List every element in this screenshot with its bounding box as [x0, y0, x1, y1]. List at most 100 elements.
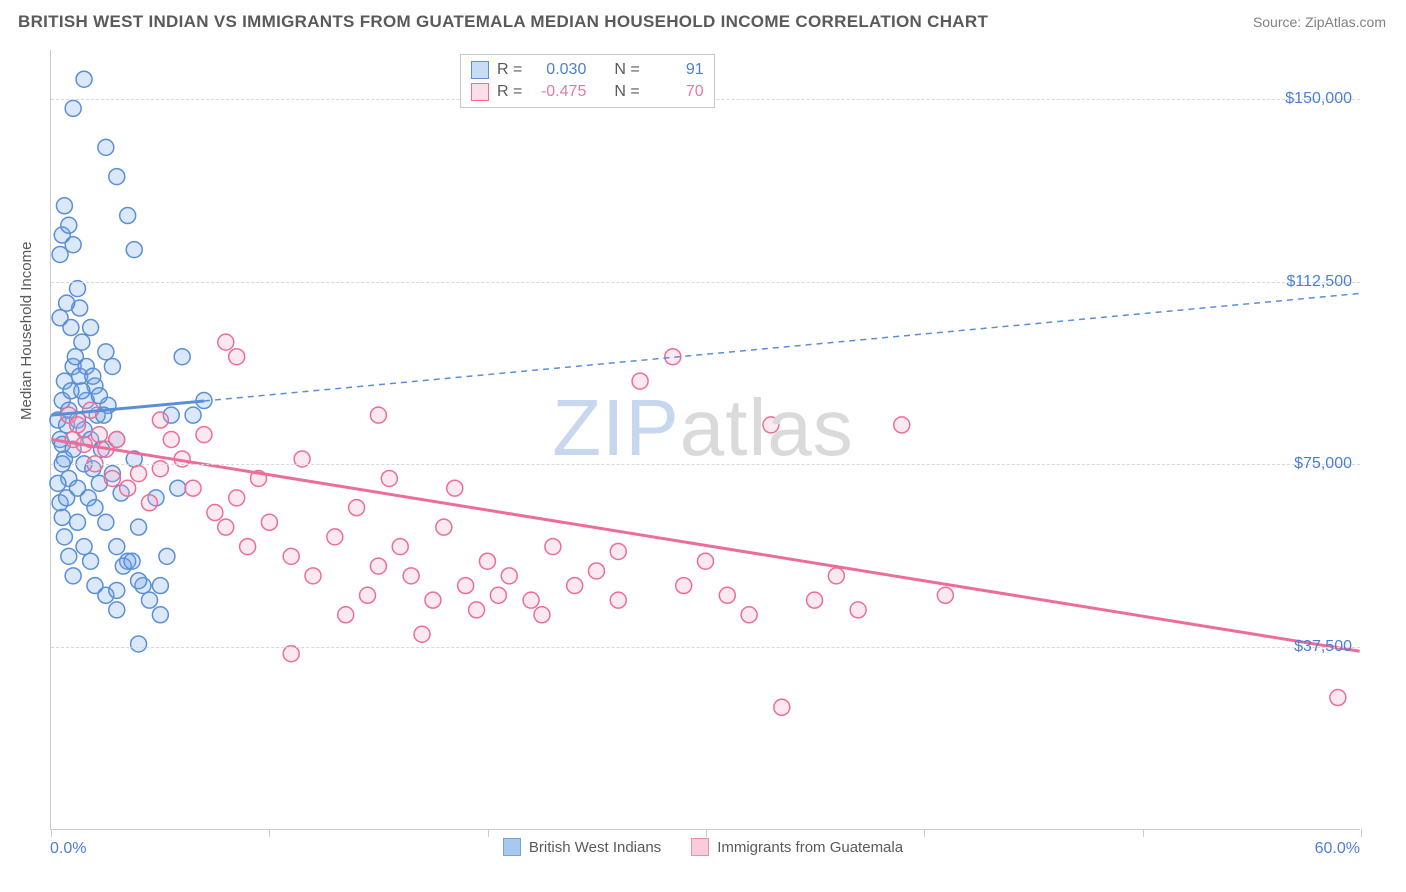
data-point [120, 480, 136, 496]
data-point [327, 529, 343, 545]
data-point [109, 169, 125, 185]
data-point [98, 514, 114, 530]
r-label-2: R = [497, 83, 522, 101]
plot-area: $37,500$75,000$112,500$150,000 [50, 50, 1360, 830]
y-axis-label: Median Household Income [18, 242, 35, 420]
data-point [83, 320, 99, 336]
data-point [152, 412, 168, 428]
data-point [91, 388, 107, 404]
data-point [141, 592, 157, 608]
data-point [152, 578, 168, 594]
data-point [698, 553, 714, 569]
data-point [131, 466, 147, 482]
y-tick-label: $37,500 [1294, 638, 1352, 656]
n-value-1: 91 [648, 61, 704, 79]
data-point [436, 519, 452, 535]
data-point [370, 558, 386, 574]
data-point [229, 490, 245, 506]
swatch-blue-icon [471, 61, 489, 79]
y-tick-label: $112,500 [1286, 273, 1352, 291]
data-point [414, 626, 430, 642]
data-point [76, 539, 92, 555]
data-point [229, 349, 245, 365]
data-point [170, 480, 186, 496]
chart-title: BRITISH WEST INDIAN VS IMMIGRANTS FROM G… [18, 12, 988, 32]
data-point [218, 334, 234, 350]
data-point [70, 417, 86, 433]
x-tick [924, 829, 925, 837]
x-tick [488, 829, 489, 837]
r-value-1: 0.030 [530, 61, 586, 79]
data-point [152, 607, 168, 623]
data-point [425, 592, 441, 608]
data-point [185, 407, 201, 423]
data-point [70, 281, 86, 297]
data-point [120, 208, 136, 224]
data-point [447, 480, 463, 496]
data-point [469, 602, 485, 618]
data-point [85, 368, 101, 384]
data-point [741, 607, 757, 623]
correlation-stats-box: R = 0.030 N = 91 R = -0.475 N = 70 [460, 54, 715, 108]
scatter-plot-svg [51, 50, 1360, 829]
bottom-legend: British West Indians Immigrants from Gua… [0, 838, 1406, 856]
data-point [676, 578, 692, 594]
swatch-pink-icon [471, 83, 489, 101]
x-tick [1361, 829, 1362, 837]
data-point [124, 553, 140, 569]
data-point [74, 334, 90, 350]
gridline [51, 282, 1360, 283]
data-point [70, 514, 86, 530]
data-point [349, 500, 365, 516]
legend-label-2: Immigrants from Guatemala [717, 839, 903, 856]
legend-swatch-blue-icon [503, 838, 521, 856]
data-point [763, 417, 779, 433]
data-point [588, 563, 604, 579]
data-point [240, 539, 256, 555]
r-label: R = [497, 61, 522, 79]
data-point [261, 514, 277, 530]
data-point [774, 699, 790, 715]
data-point [719, 587, 735, 603]
data-point [207, 505, 223, 521]
data-point [52, 246, 68, 262]
data-point [61, 548, 77, 564]
data-point [74, 383, 90, 399]
data-point [109, 582, 125, 598]
data-point [159, 548, 175, 564]
data-point [109, 539, 125, 555]
data-point [131, 519, 147, 535]
data-point [131, 573, 147, 589]
x-tick [269, 829, 270, 837]
x-tick [1143, 829, 1144, 837]
data-point [185, 480, 201, 496]
data-point [65, 568, 81, 584]
data-point [381, 470, 397, 486]
gridline [51, 647, 1360, 648]
data-point [54, 509, 70, 525]
data-point [65, 100, 81, 116]
chart-container: BRITISH WEST INDIAN VS IMMIGRANTS FROM G… [0, 0, 1406, 892]
data-point [50, 475, 66, 491]
y-tick-label: $150,000 [1285, 90, 1352, 108]
legend-swatch-pink-icon [691, 838, 709, 856]
data-point [98, 139, 114, 155]
data-point [152, 461, 168, 477]
trend-line-dashed [204, 293, 1360, 401]
data-point [87, 500, 103, 516]
data-point [218, 519, 234, 535]
data-point [98, 344, 114, 360]
data-point [370, 407, 386, 423]
data-point [131, 636, 147, 652]
stats-row-series-1: R = 0.030 N = 91 [471, 59, 704, 81]
data-point [1330, 690, 1346, 706]
data-point [163, 432, 179, 448]
data-point [61, 217, 77, 233]
data-point [534, 607, 550, 623]
data-point [850, 602, 866, 618]
data-point [338, 607, 354, 623]
stats-row-series-2: R = -0.475 N = 70 [471, 81, 704, 103]
data-point [807, 592, 823, 608]
data-point [174, 349, 190, 365]
data-point [52, 310, 68, 326]
